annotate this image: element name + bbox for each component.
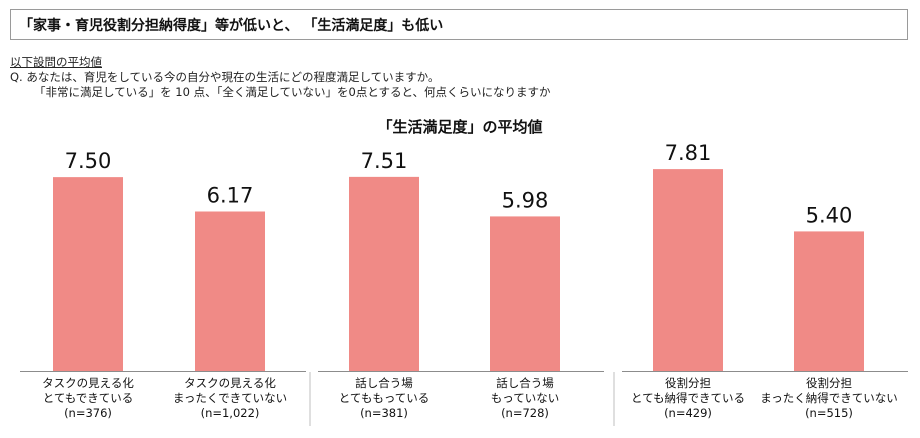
category-label-1-2-line-3: (n=1,022) xyxy=(201,406,260,420)
category-label-3-1-line-3: (n=429) xyxy=(664,406,712,420)
category-label-3-1-line-2: とても納得できている xyxy=(631,391,745,405)
value-label-2-2: 5.98 xyxy=(502,188,549,212)
question-line-2: 「非常に満足している」を 10 点、「全く満足していない」を0点とすると、何点く… xyxy=(34,85,551,99)
category-label-2-1-line-1: 話し合う場 xyxy=(355,376,413,390)
question-line-1: Q. あなたは、育児をしている今の自分や現在の生活にどの程度満足していますか。 xyxy=(10,70,440,84)
value-label-2-1: 7.51 xyxy=(361,149,408,173)
category-label-3-2-line-1: 役割分担 xyxy=(806,376,852,390)
category-label-2-2-line-2: もっていない xyxy=(491,391,559,405)
category-label-2-2-line-3: (n=728) xyxy=(501,406,549,420)
bar-2-1 xyxy=(349,176,419,371)
category-label-2-1-line-3: (n=381) xyxy=(360,406,408,420)
value-label-3-1: 7.81 xyxy=(665,141,712,165)
value-label-1-1: 7.50 xyxy=(65,149,112,173)
bar-2-2 xyxy=(490,216,560,371)
bar-1-2 xyxy=(195,211,265,371)
question-block: 以下設問の平均値 Q. あなたは、育児をしている今の自分や現在の生活にどの程度満… xyxy=(10,55,551,100)
category-label-1-2-line-1: タスクの見える化 xyxy=(184,376,276,390)
category-label-1-2-line-2: まったくできていない xyxy=(173,391,287,405)
category-label-1-1-line-3: (n=376) xyxy=(64,406,112,420)
headline-text: 「家事・育児役割分担納得度」等が低いと、 「生活満足度」も低い xyxy=(19,17,444,34)
category-label-2-2-line-1: 話し合う場 xyxy=(496,376,554,390)
question-heading: 以下設問の平均値 xyxy=(10,55,102,69)
bar-1-1 xyxy=(53,177,123,371)
category-label-3-2-line-3: (n=515) xyxy=(805,406,853,420)
chart-title: 「生活満足度」の平均値 xyxy=(377,118,543,136)
category-label-3-2-line-2: まったく納得できていない xyxy=(760,391,898,405)
value-label-3-2: 5.40 xyxy=(806,203,853,227)
bar-3-1 xyxy=(653,169,723,371)
category-label-1-1-line-1: タスクの見える化 xyxy=(42,376,134,390)
category-label-2-1-line-2: とてももっている xyxy=(339,391,430,405)
headline-box: 「家事・育児役割分担納得度」等が低いと、 「生活満足度」も低い xyxy=(10,9,908,40)
category-label-3-1-line-1: 役割分担 xyxy=(665,376,711,390)
bar-3-2 xyxy=(794,231,864,371)
category-label-1-1-line-2: とてもできている xyxy=(43,391,134,405)
value-label-1-2: 6.17 xyxy=(207,184,254,208)
